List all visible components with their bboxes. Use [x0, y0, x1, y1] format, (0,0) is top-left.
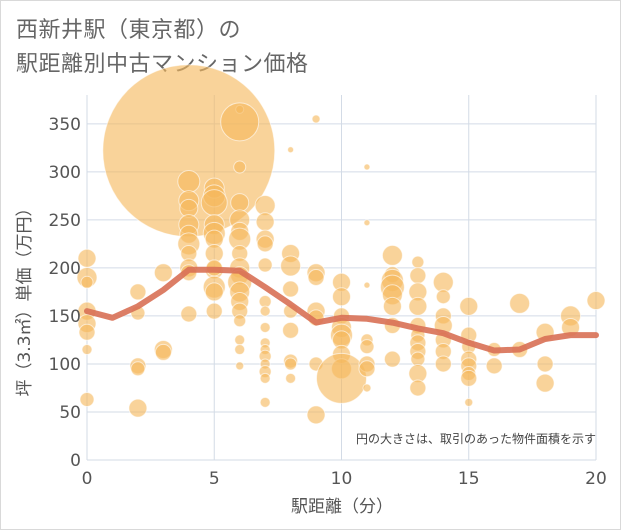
y-tick-label: 300 — [49, 163, 81, 183]
bubble-point — [285, 372, 297, 384]
y-tick-label: 200 — [49, 259, 81, 279]
bubble-point — [78, 323, 96, 341]
bubble-point — [234, 334, 246, 346]
bubble-point — [255, 212, 275, 232]
x-tick-label: 15 — [458, 469, 480, 489]
bubble-point — [79, 391, 95, 407]
bubble-point — [180, 305, 198, 323]
bubble-point — [586, 291, 606, 311]
bubble-point — [410, 351, 426, 367]
bubble-point — [459, 296, 479, 316]
bubble-point — [154, 343, 172, 361]
x-axis-ticks: 0 5 10 15 20 — [82, 469, 607, 489]
bubble-point — [233, 160, 247, 174]
y-tick-label: 50 — [59, 403, 81, 423]
bubble-point — [130, 361, 146, 377]
bubble-point — [234, 344, 246, 356]
bubble-point — [381, 244, 403, 266]
bubble-point — [259, 372, 271, 384]
bubble-point — [81, 344, 93, 356]
bubble-point — [460, 369, 478, 387]
bubble-point — [80, 275, 94, 289]
bubble-point — [363, 163, 371, 171]
x-axis-label: 駅距離（分） — [291, 497, 393, 517]
bubble-point — [287, 146, 295, 154]
bubble-point — [383, 350, 401, 368]
x-tick-label: 20 — [585, 469, 607, 489]
bubble-point — [359, 339, 375, 355]
bubble-point — [128, 398, 148, 418]
chart-title-line1: 西新井駅（東京都）の — [16, 18, 242, 43]
x-tick-label: 0 — [82, 469, 93, 489]
bubble-point — [536, 355, 554, 373]
bubble-point — [204, 282, 224, 302]
bubble-point — [382, 296, 402, 316]
bubble-point — [233, 314, 247, 328]
y-tick-label: 0 — [70, 451, 81, 471]
x-tick-label: 5 — [209, 469, 220, 489]
bubble-point — [362, 383, 372, 393]
bubble-point — [200, 189, 228, 217]
bubble-point — [177, 169, 201, 193]
bubble-point — [409, 379, 427, 397]
size-note: 円の大きさは、取引のあった物件面積を示す — [356, 431, 596, 446]
bubble-point — [434, 355, 452, 373]
bubble-point — [129, 283, 147, 301]
trend-line — [84, 266, 599, 354]
bubble-point — [306, 405, 326, 425]
bubble-point — [259, 305, 271, 317]
bubble-point — [230, 193, 250, 213]
x-tick-label: 10 — [331, 469, 353, 489]
bubble-point — [257, 257, 273, 273]
bubble-point — [256, 235, 274, 253]
bubble-point — [411, 255, 425, 269]
bubble-point — [409, 267, 427, 285]
y-axis-label: 坪（3.3㎡）単価（万円） — [15, 199, 35, 396]
bubble-point — [282, 321, 300, 339]
bubble-point — [535, 373, 555, 393]
bubble-point — [280, 255, 302, 277]
bubble-point — [363, 219, 371, 227]
y-axis-ticks: 0 50 100 150 200 250 300 350 — [49, 115, 81, 471]
bubble-point — [332, 287, 351, 307]
bubble-point — [153, 263, 173, 283]
bubble-point — [509, 292, 531, 314]
bubble-point — [358, 360, 376, 378]
bubble-point — [311, 114, 321, 124]
bubble-point — [408, 296, 428, 316]
bubble-point — [220, 102, 260, 142]
bubble-point — [235, 361, 245, 371]
bubble-point — [316, 352, 367, 404]
bubble-point — [259, 396, 271, 408]
y-tick-label: 350 — [49, 115, 81, 135]
chart-title: 西新井駅（東京都）の 駅距離別中古マンション価格 — [16, 14, 309, 82]
y-tick-label: 100 — [49, 355, 81, 375]
bubble-point — [485, 357, 503, 375]
bubble-point — [464, 397, 474, 407]
bubble-point — [284, 357, 298, 371]
y-tick-label: 150 — [49, 307, 81, 327]
bubble-point — [363, 281, 371, 289]
bubble-point — [259, 321, 271, 333]
bubble-point — [435, 289, 451, 305]
bubble-point — [205, 302, 223, 320]
bubble-point — [307, 269, 325, 286]
y-tick-label: 250 — [49, 211, 81, 231]
bubble-point — [282, 280, 300, 298]
